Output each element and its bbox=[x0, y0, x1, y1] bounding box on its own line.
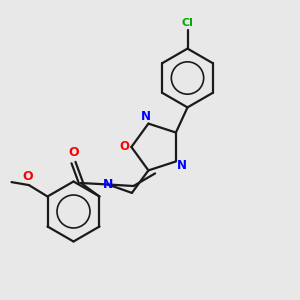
Text: N: N bbox=[141, 110, 151, 123]
Text: Cl: Cl bbox=[182, 19, 194, 28]
Text: O: O bbox=[119, 140, 129, 154]
Text: O: O bbox=[68, 146, 79, 159]
Text: N: N bbox=[177, 159, 187, 172]
Text: O: O bbox=[22, 170, 33, 183]
Text: N: N bbox=[103, 178, 113, 191]
